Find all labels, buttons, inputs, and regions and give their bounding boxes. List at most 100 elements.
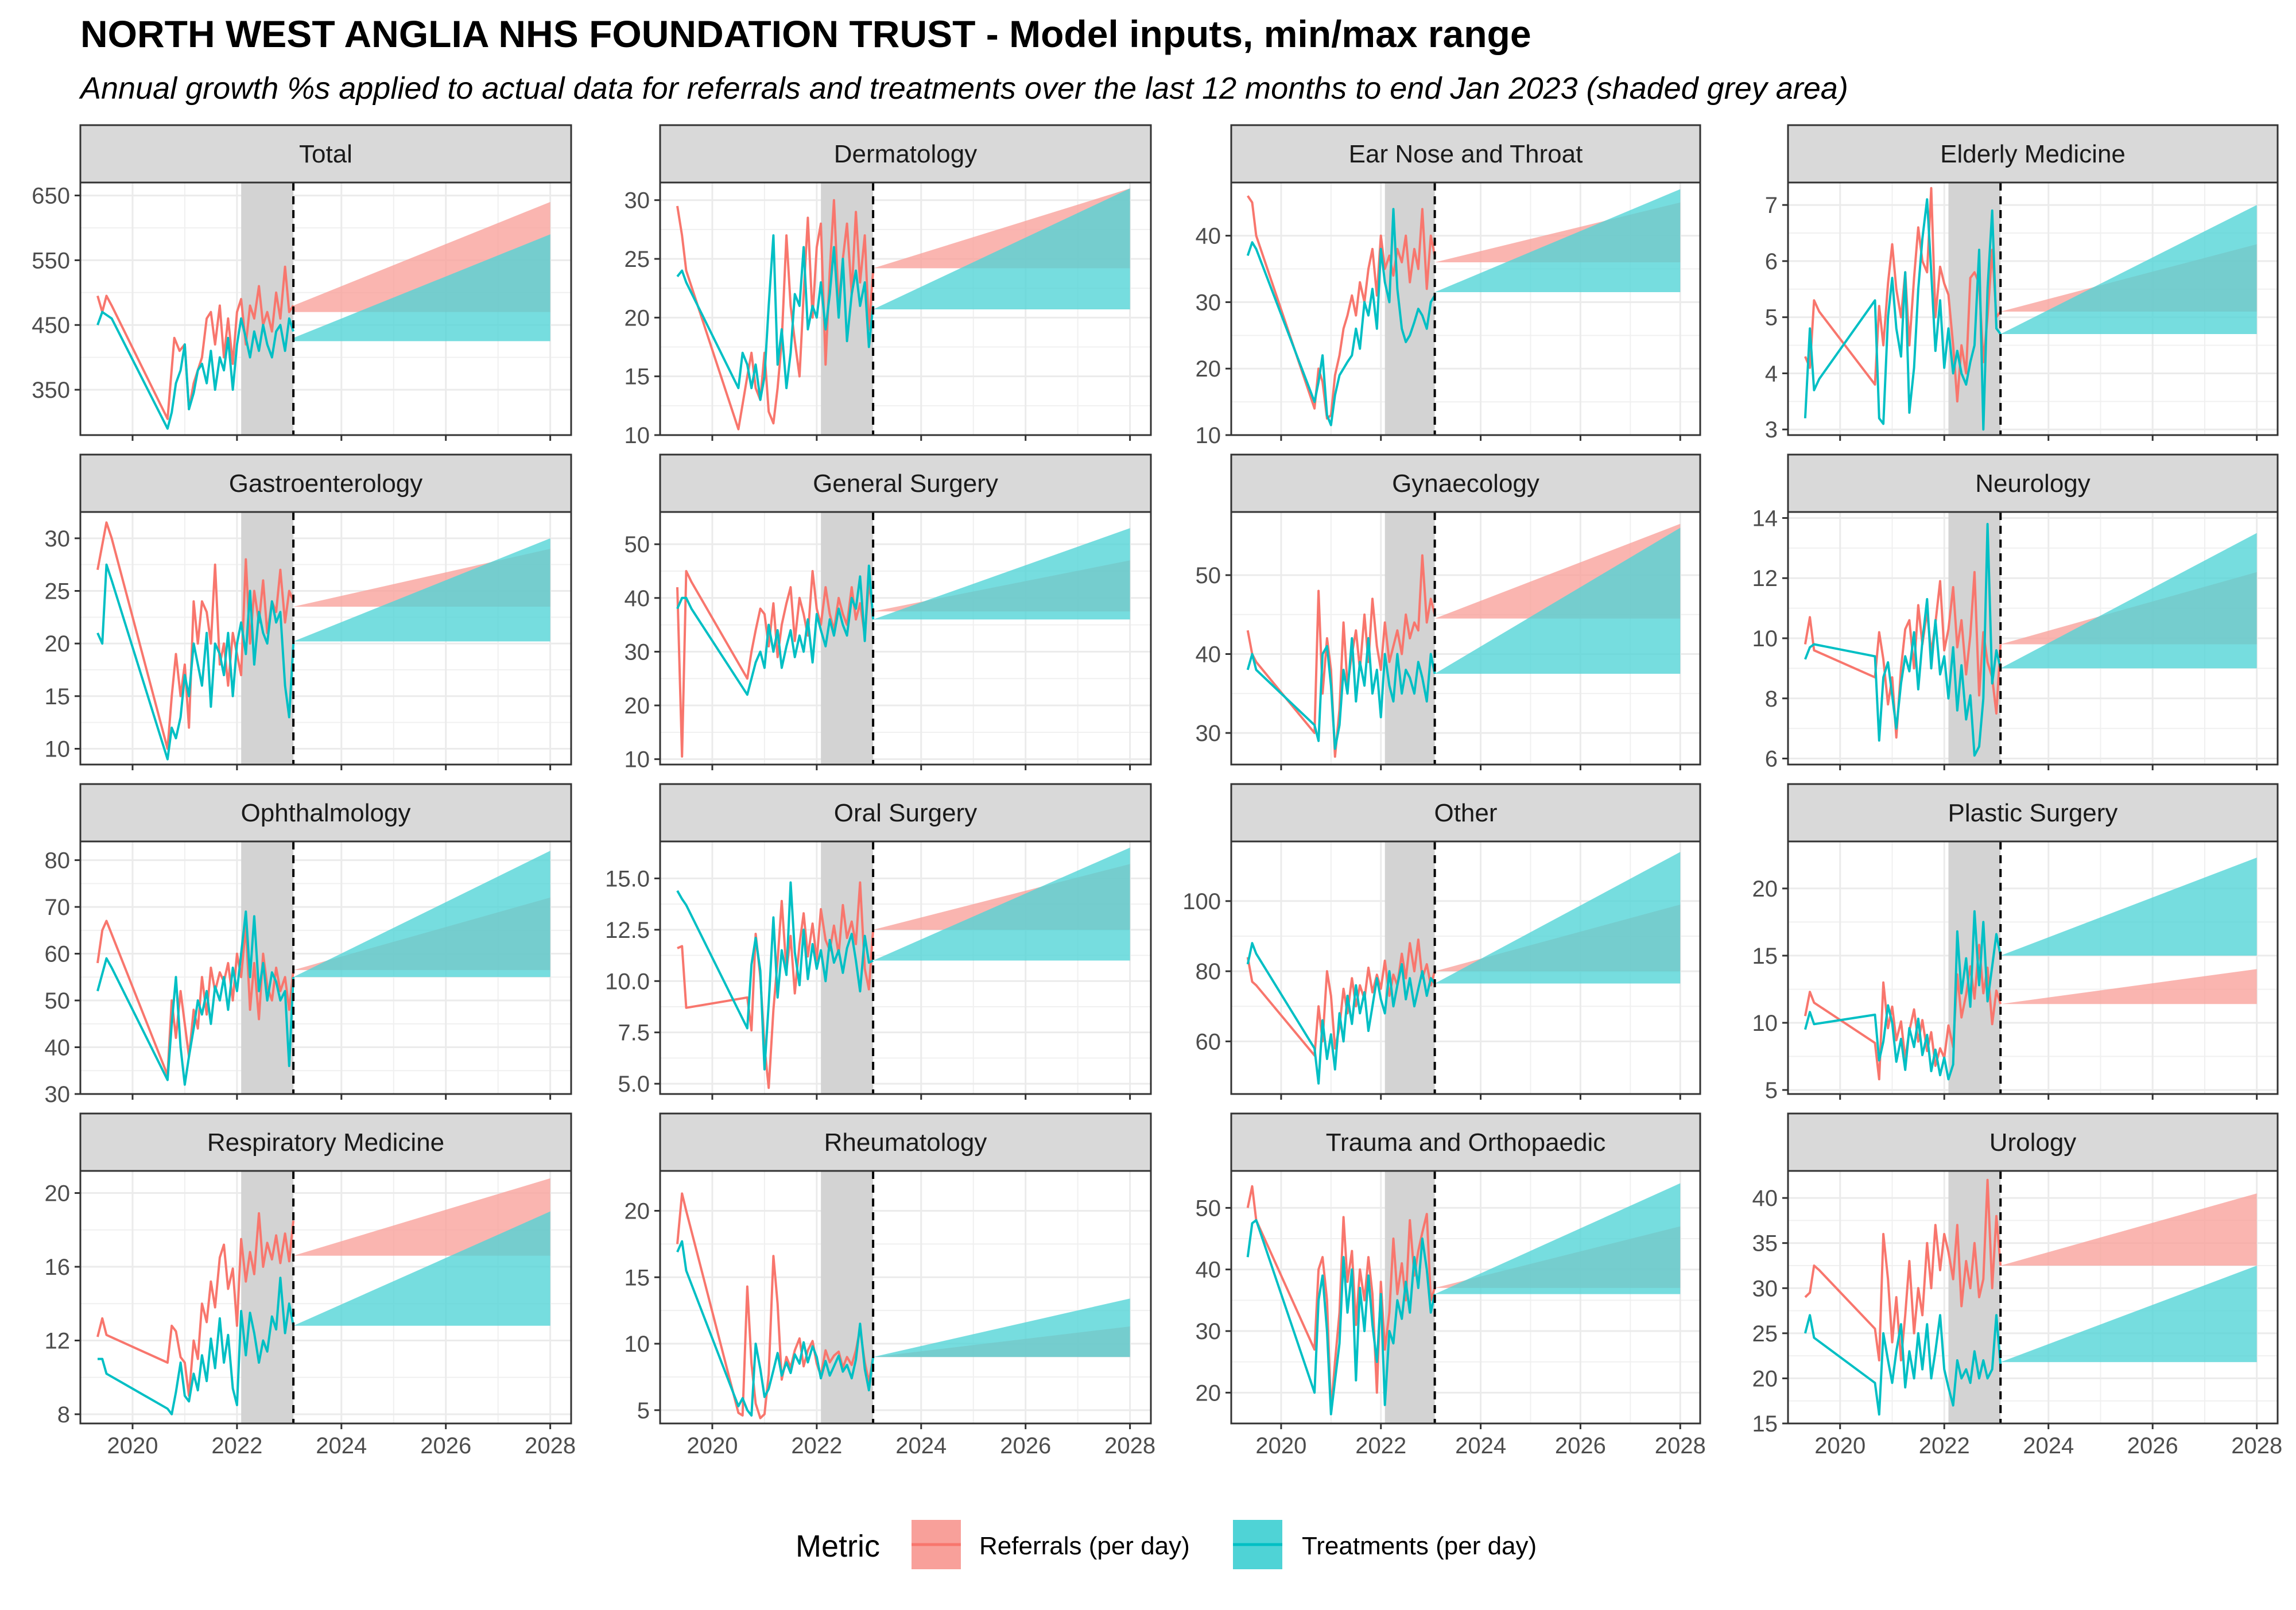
treatments-line-oral-surgery	[676, 881, 874, 1071]
baseline-window-trauma-and-orthopaedic	[1384, 1171, 1435, 1423]
chart-subtitle: Annual growth %s applied to actual data …	[79, 71, 1848, 106]
x-tick-label-trauma-and-orthopaedic: 2026	[1555, 1433, 1606, 1458]
y-tick-label-neurology: 10	[1752, 626, 1778, 651]
y-tick-label-other: 100	[1182, 889, 1221, 914]
treatments-line-plastic-surgery	[1804, 910, 2002, 1081]
y-tick-label-general-surgery: 50	[625, 532, 650, 557]
strip-label-plastic-surgery: Plastic Surgery	[1948, 799, 2118, 827]
y-tick-label-elderly-medicine: 4	[1765, 361, 1778, 386]
treatments-band-ophthalmology	[293, 851, 550, 977]
grid-rheumatology	[660, 1171, 1151, 1423]
y-tick-label-elderly-medicine: 5	[1765, 305, 1778, 331]
y-tick-label-ear-nose-and-throat: 30	[1196, 290, 1221, 315]
strip-label-respiratory-medicine: Respiratory Medicine	[207, 1128, 444, 1157]
treatments-band-total	[293, 234, 550, 342]
treatments-band-elderly-medicine	[2000, 205, 2257, 334]
panel-neurology: Neurology 6 8 10 12 14	[1752, 453, 2279, 772]
x-tick-label-rheumatology: 2020	[687, 1433, 738, 1458]
strip-other	[1230, 783, 1701, 843]
treatments-band-other	[1434, 852, 1681, 984]
strip-elderly-medicine	[1787, 124, 2279, 184]
x-tick-label-urology: 2028	[2231, 1433, 2282, 1458]
legend: Metric Referrals (per day) Treatments (p…	[796, 1520, 1537, 1569]
y-tick-label-dermatology: 25	[625, 247, 650, 272]
y-tick-label-urology: 35	[1752, 1231, 1778, 1256]
y-tick-label-total: 350	[32, 378, 70, 403]
strip-label-ear-nose-and-throat: Ear Nose and Throat	[1349, 140, 1583, 168]
strip-gastroenterology	[79, 453, 572, 513]
referrals-line-other	[1246, 938, 1436, 1057]
strip-label-oral-surgery: Oral Surgery	[834, 799, 977, 827]
referrals-band-urology	[2000, 1193, 2257, 1266]
treatments-band-urology	[2000, 1266, 2257, 1363]
strip-oral-surgery	[659, 783, 1152, 843]
treatments-line-urology	[1804, 1314, 2002, 1416]
y-tick-label-general-surgery: 40	[625, 586, 650, 611]
panel-ear-nose-and-throat: Ear Nose and Throat 10 20 30 40	[1196, 124, 1701, 448]
panel-ophthalmology: Ophthalmology 30 40 50 60 70 80	[45, 783, 572, 1107]
y-tick-label-ear-nose-and-throat: 10	[1196, 423, 1221, 448]
panel-general-surgery: General Surgery 10 20 30 40 50	[625, 453, 1152, 773]
strip-rheumatology	[659, 1112, 1152, 1172]
y-tick-label-ear-nose-and-throat: 40	[1196, 224, 1221, 249]
y-tick-label-plastic-surgery: 10	[1752, 1011, 1778, 1036]
x-tick-label-urology: 2026	[2127, 1433, 2178, 1458]
y-tick-label-ophthalmology: 50	[45, 988, 71, 1014]
treatments-line-dermatology	[676, 234, 875, 401]
x-tick-label-rheumatology: 2022	[791, 1433, 842, 1458]
strip-label-dermatology: Dermatology	[834, 140, 977, 168]
referrals-line-ear-nose-and-throat	[1247, 195, 1436, 420]
y-tick-label-plastic-surgery: 5	[1765, 1078, 1778, 1103]
x-tick-label-respiratory-medicine: 2024	[316, 1433, 367, 1458]
y-tick-label-ophthalmology: 70	[45, 895, 71, 920]
y-tick-label-ophthalmology: 30	[45, 1082, 71, 1107]
x-tick-label-respiratory-medicine: 2020	[107, 1433, 158, 1458]
y-tick-label-respiratory-medicine: 8	[57, 1402, 70, 1427]
chart-title: NORTH WEST ANGLIA NHS FOUNDATION TRUST -…	[80, 13, 1531, 55]
strip-total	[79, 124, 572, 184]
x-tick-label-urology: 2024	[2023, 1433, 2074, 1458]
panel-trauma-and-orthopaedic: Trauma and Orthopaedic 20 30 40 50 2020 2022 20…	[1196, 1112, 1706, 1458]
referrals-line-gynaecology	[1246, 554, 1436, 758]
grid-ear-nose-and-throat	[1231, 183, 1700, 436]
panel-border-ear-nose-and-throat	[1230, 181, 1701, 436]
y-tick-label-gastroenterology: 30	[45, 526, 71, 552]
y-tick-label-dermatology: 30	[625, 188, 650, 214]
strip-label-gastroenterology: Gastroenterology	[229, 470, 423, 498]
referrals-band-respiratory-medicine	[293, 1178, 550, 1256]
treatments-band-rheumatology	[873, 1298, 1130, 1357]
y-tick-label-rheumatology: 15	[625, 1265, 650, 1290]
panel-border-gastroenterology	[79, 511, 572, 766]
y-tick-label-urology: 25	[1752, 1321, 1778, 1347]
strip-ear-nose-and-throat	[1230, 124, 1701, 184]
referrals-line-trauma-and-orthopaedic	[1246, 1185, 1436, 1413]
y-tick-label-respiratory-medicine: 16	[45, 1255, 71, 1280]
x-tick-label-respiratory-medicine: 2028	[525, 1433, 576, 1458]
baseline-window-rheumatology	[821, 1171, 874, 1423]
panel-border-plastic-surgery	[1787, 840, 2279, 1095]
strip-gynaecology	[1230, 453, 1701, 513]
strip-label-ophthalmology: Ophthalmology	[241, 799, 411, 827]
treatments-line-trauma-and-orthopaedic	[1246, 1219, 1436, 1415]
y-tick-label-ophthalmology: 80	[45, 848, 71, 874]
x-tick-label-respiratory-medicine: 2022	[211, 1433, 262, 1458]
y-tick-label-urology: 20	[1752, 1366, 1778, 1391]
y-tick-label-other: 60	[1196, 1029, 1221, 1054]
y-tick-label-elderly-medicine: 7	[1765, 193, 1778, 218]
x-tick-label-trauma-and-orthopaedic: 2028	[1655, 1433, 1706, 1458]
y-tick-label-urology: 40	[1752, 1186, 1778, 1211]
strip-general-surgery	[659, 453, 1152, 513]
panel-border-ophthalmology	[79, 840, 572, 1095]
strip-label-general-surgery: General Surgery	[813, 470, 998, 498]
panel-oral-surgery: Oral Surgery 5.0 7.5 10.0 12.5 15.0	[605, 783, 1152, 1100]
treatments-line-gynaecology	[1246, 637, 1436, 750]
y-tick-label-trauma-and-orthopaedic: 50	[1196, 1196, 1221, 1221]
y-tick-label-trauma-and-orthopaedic: 30	[1196, 1319, 1221, 1344]
strip-label-rheumatology: Rheumatology	[824, 1128, 987, 1157]
treatments-line-ophthalmology	[96, 910, 295, 1086]
panel-urology: Urology 15 20 25 30 35 40 2020 2022 2024 2026 2028	[1752, 1112, 2282, 1458]
treatments-band-gynaecology	[1434, 527, 1681, 674]
treatments-line-total	[96, 311, 295, 430]
